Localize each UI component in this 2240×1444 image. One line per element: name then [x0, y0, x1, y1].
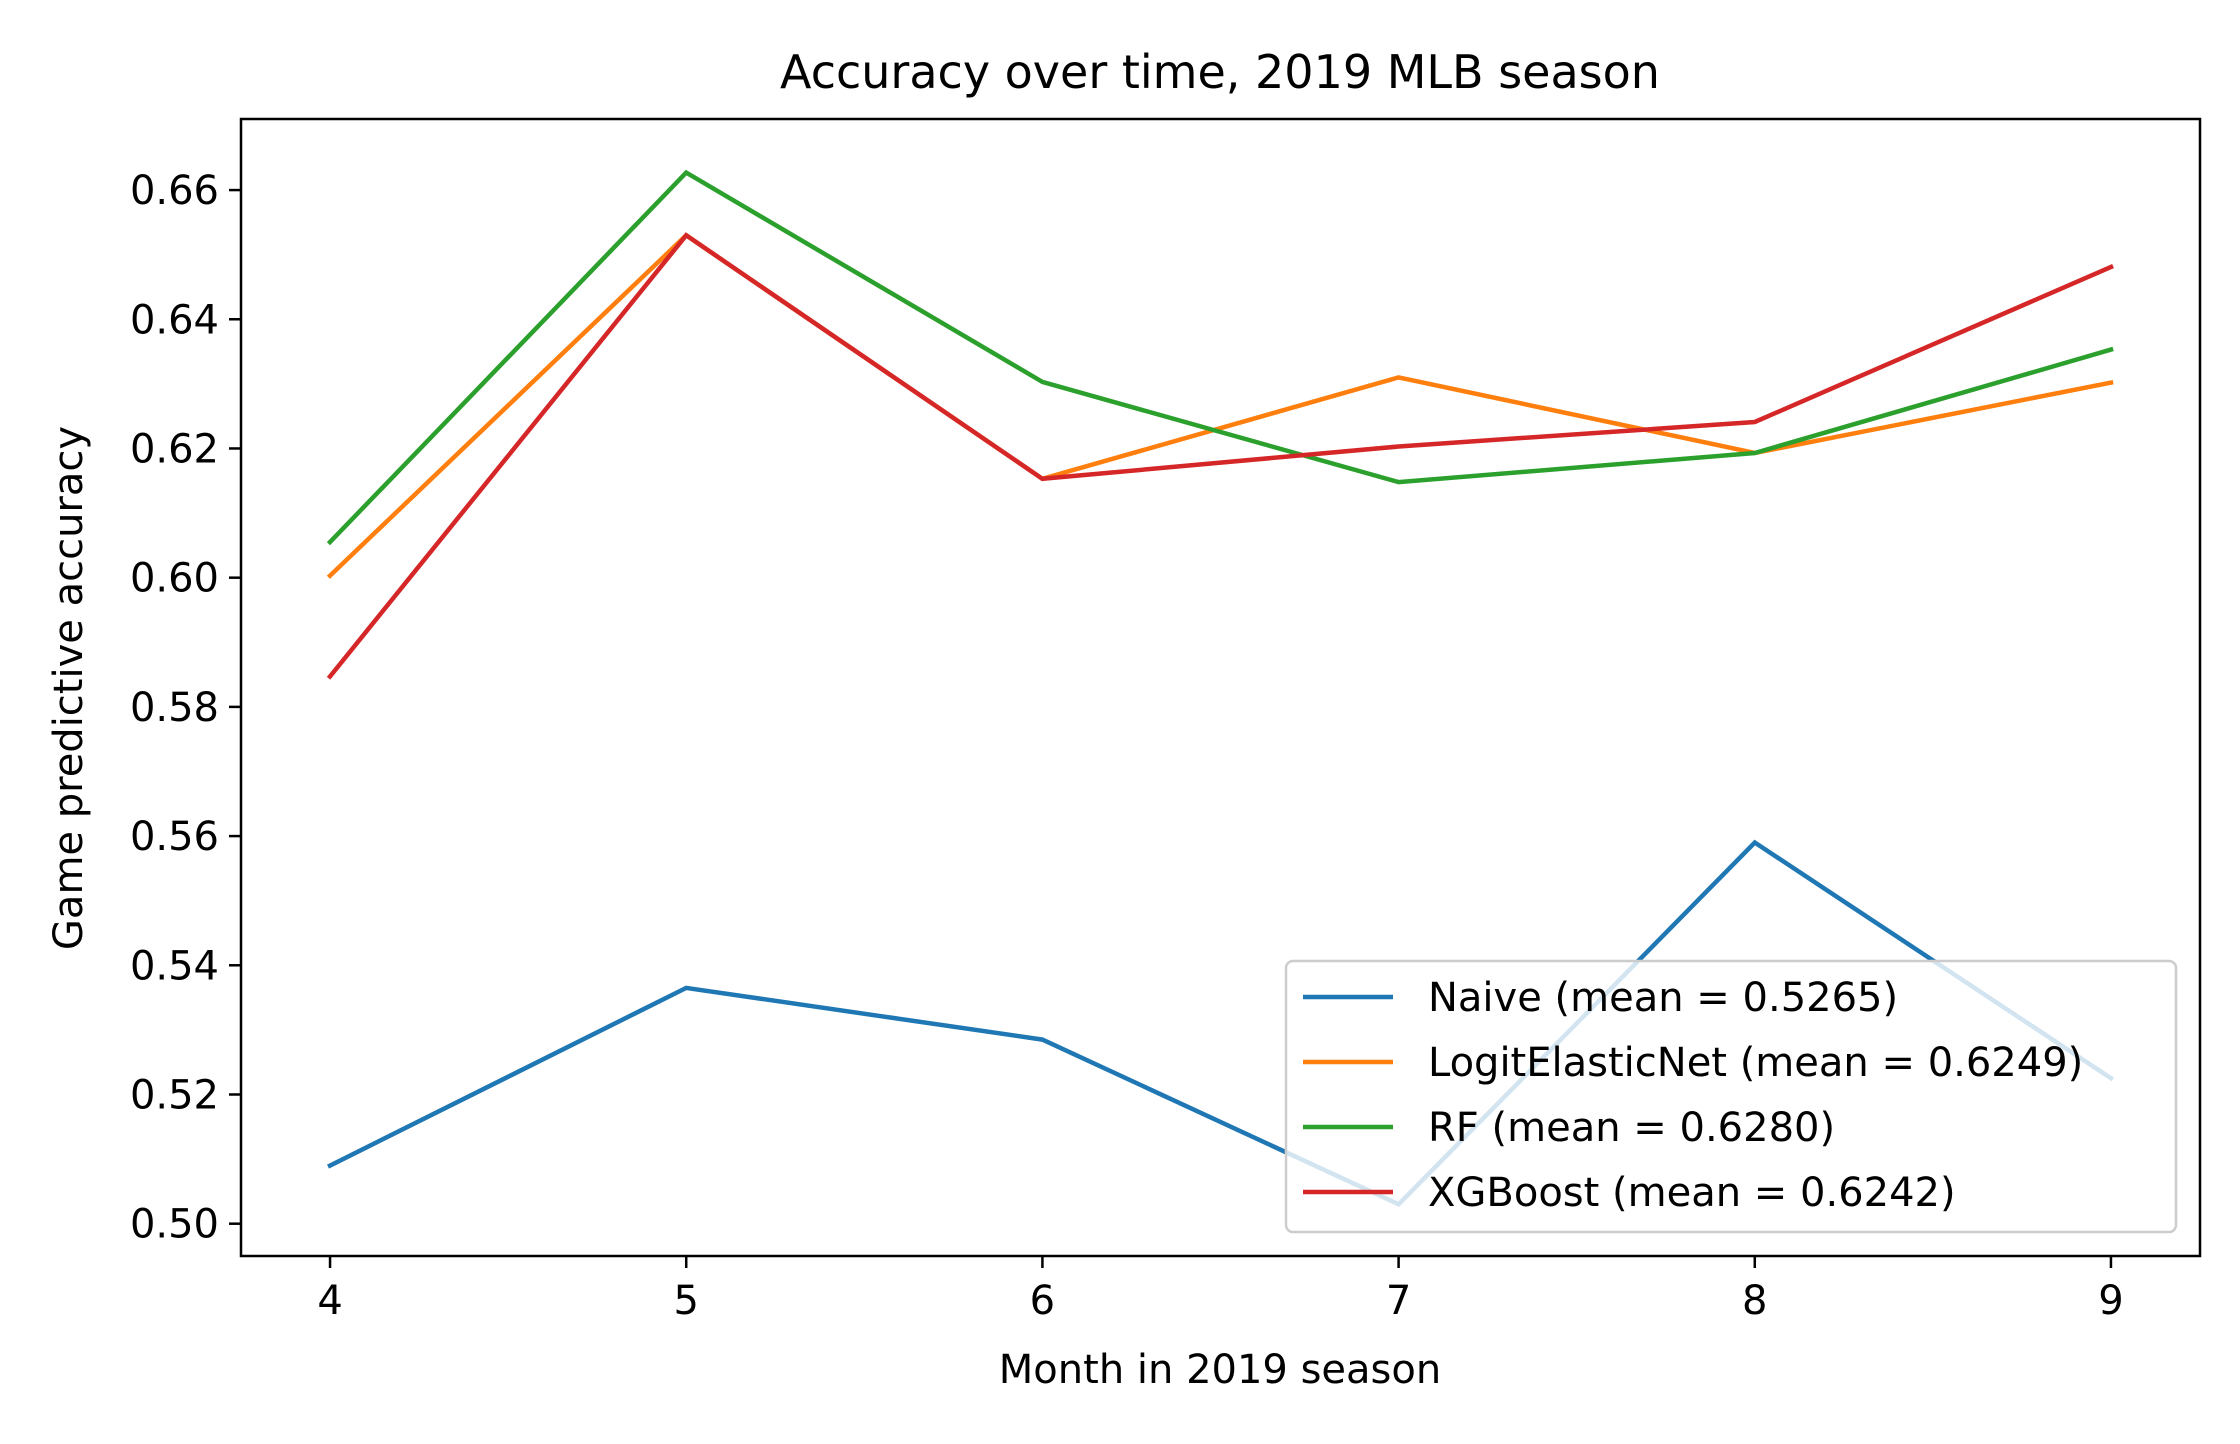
legend-label: RF (mean = 0.6280)	[1428, 1105, 1835, 1151]
x-axis-label: Month in 2019 season	[999, 1347, 1441, 1393]
x-tick-label: 4	[317, 1278, 342, 1324]
legend: Naive (mean = 0.5265) LogitElasticNet (me…	[1284, 959, 2178, 1234]
series-line-1	[326, 839, 2115, 1208]
series-line-3	[326, 169, 2114, 546]
y-tick-label: 0.52	[130, 1072, 219, 1118]
x-tick-label: 9	[2098, 1278, 2123, 1324]
y-tick-label: 0.62	[130, 426, 219, 472]
y-tick-label: 0.50	[130, 1202, 219, 1248]
legend-label: LogitElasticNet (mean = 0.6249)	[1428, 1040, 2083, 1086]
axis-ticks: 4 5 6 7 8 9 0.50 0.52 0.54 0.56 0.58 0.60 0.62 0.64 0.…	[130, 168, 2124, 1324]
x-tick-label: 6	[1030, 1278, 1055, 1324]
y-tick-label: 0.66	[130, 168, 219, 214]
chart-title: Accuracy over time, 2019 MLB season	[780, 45, 1660, 99]
x-tick-label: 8	[1742, 1278, 1767, 1324]
data-series	[326, 169, 2115, 1208]
y-axis-label: Game predictive accuracy	[46, 426, 92, 950]
x-tick-label: 5	[674, 1278, 699, 1324]
y-tick-label: 0.58	[130, 685, 219, 731]
y-tick-label: 0.60	[130, 556, 219, 602]
series-line-4	[326, 232, 2114, 680]
y-tick-label: 0.56	[130, 814, 219, 860]
legend-label: Naive (mean = 0.5265)	[1428, 975, 1898, 1021]
legend-box	[1284, 959, 2178, 1234]
y-tick-label: 0.64	[130, 297, 219, 343]
y-tick-label: 0.54	[130, 943, 219, 989]
legend-label: XGBoost (mean = 0.6242)	[1428, 1170, 1956, 1216]
x-tick-label: 7	[1386, 1278, 1411, 1324]
series-line-2	[326, 232, 2114, 579]
plot-area-frame	[239, 117, 2202, 1258]
